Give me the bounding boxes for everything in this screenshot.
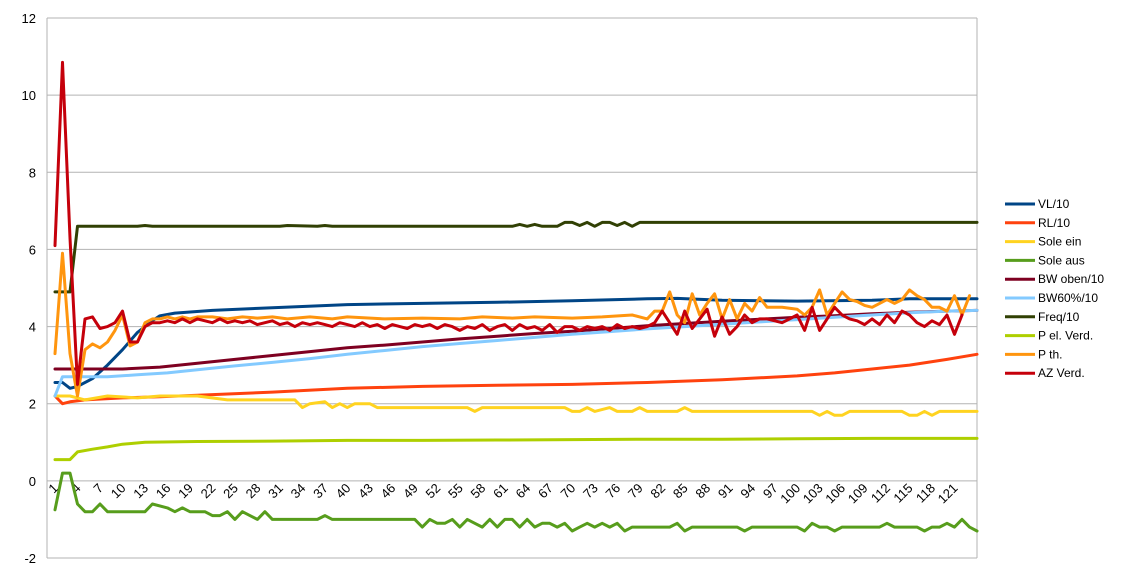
x-tick-label: 31	[265, 480, 286, 501]
x-tick-label: 79	[625, 480, 646, 501]
x-tick-label: 52	[423, 480, 444, 501]
x-tick-label: 28	[243, 480, 264, 501]
x-tick-label: 7	[90, 480, 106, 496]
x-tick-label: 82	[647, 480, 668, 501]
x-tick-label: 37	[310, 480, 331, 501]
x-tick-label: 40	[333, 480, 354, 501]
y-tick-label: 12	[22, 11, 36, 26]
legend-label: Sole aus	[1038, 253, 1085, 267]
x-tick-label: 85	[670, 480, 691, 501]
legend-label: P el. Verd.	[1038, 329, 1093, 343]
x-tick-label: 112	[868, 480, 893, 505]
x-tick-label: 94	[737, 480, 758, 501]
x-tick-label: 88	[692, 480, 713, 501]
x-tick-label: 67	[535, 480, 556, 501]
y-tick-label: 0	[29, 474, 36, 489]
x-tick-label: 91	[715, 480, 736, 501]
legend-label: Freq/10	[1038, 310, 1080, 324]
x-tick-label: 115	[890, 480, 915, 505]
y-tick-label: 6	[29, 242, 36, 257]
y-tick-label: 2	[29, 397, 36, 412]
x-tick-label: 73	[580, 480, 601, 501]
legend-label: VL/10	[1038, 197, 1070, 211]
legend: VL/10 RL/10 Sole ein Sole aus BW oben/10 BW60…	[1005, 197, 1104, 380]
x-tick-label: 49	[400, 480, 421, 501]
x-tick-label: 46	[378, 480, 399, 501]
x-tick-label: 22	[198, 480, 219, 501]
legend-label: BW oben/10	[1038, 272, 1104, 286]
y-tick-label: 4	[29, 320, 36, 335]
x-tick-label: 58	[468, 480, 489, 501]
x-tick-label: 109	[845, 480, 871, 506]
legend-label: Sole ein	[1038, 235, 1081, 249]
x-tick-label: 55	[445, 480, 466, 501]
series-line	[53, 60, 964, 386]
x-tick-label: 70	[558, 480, 579, 501]
x-tick-label: 19	[175, 480, 196, 501]
x-tick-label: 16	[153, 480, 174, 501]
series-line	[53, 394, 979, 417]
series-line	[53, 220, 979, 294]
axes	[46, 18, 978, 558]
x-tick-label: 13	[130, 480, 151, 501]
y-tick-label: 10	[22, 88, 36, 103]
x-tick-label: 25	[220, 480, 241, 501]
legend-label: AZ Verd.	[1038, 366, 1085, 380]
y-axis-tick-labels: -2 0 2 4 6 8 10 12	[22, 11, 36, 566]
y-tick-label: -2	[24, 551, 36, 566]
x-tick-label: 10	[108, 480, 129, 501]
x-tick-label: 76	[602, 480, 623, 501]
gridlines	[47, 17, 977, 559]
series-line	[53, 308, 979, 398]
x-tick-label: 64	[513, 480, 534, 501]
x-tick-label: 103	[800, 480, 826, 506]
series-line	[53, 296, 979, 390]
x-tick-label: 97	[760, 480, 781, 501]
series-line	[53, 436, 979, 462]
series-line	[53, 251, 971, 398]
x-tick-label: 61	[490, 480, 511, 501]
x-tick-label: 106	[822, 480, 848, 506]
series-line	[53, 471, 979, 533]
series-lines	[53, 60, 979, 533]
x-tick-label: 34	[288, 480, 309, 501]
y-tick-label: 8	[29, 165, 36, 180]
legend-label: BW60%/10	[1038, 291, 1098, 305]
x-tick-label: 100	[777, 480, 803, 506]
x-tick-label: 121	[935, 480, 961, 506]
x-tick-label: 118	[913, 480, 938, 505]
legend-label: RL/10	[1038, 216, 1070, 230]
x-tick-label: 43	[355, 480, 376, 501]
legend-label: P th.	[1038, 347, 1062, 361]
x-axis-tick-labels: 1 4 7 10 13 16 19 22 25 28 31 34 37 40 43 46 49 52 55 58 61 6…	[45, 480, 960, 506]
